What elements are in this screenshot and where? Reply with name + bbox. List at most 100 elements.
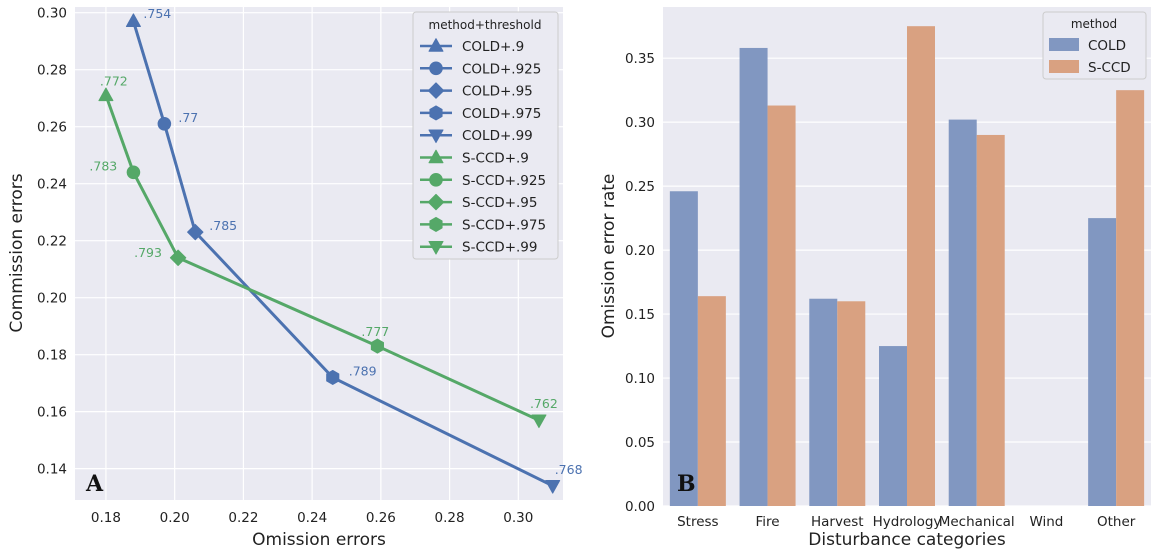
panel-a-x-tick-label: 0.18: [91, 510, 121, 526]
panel-a-x-tick-label: 0.28: [435, 510, 465, 526]
bar-s-ccd-mechanical: [976, 134, 1005, 506]
data-point-s-ccd--925: [126, 165, 141, 180]
panel-b-y-tick-label: 0.30: [625, 115, 655, 131]
panel-b-y-tick-label: 0.00: [625, 499, 655, 515]
panel-a-x-tick-label: 0.26: [366, 510, 396, 526]
panel-b-y-tick-label: 0.35: [625, 51, 655, 67]
panel-b-y-tick-label: 0.15: [625, 307, 655, 323]
panel-b-y-axis-label: Omission error rate: [599, 174, 619, 339]
panel-a-x-tick-label: 0.30: [503, 510, 533, 526]
panel-a-markers: [98, 13, 561, 494]
legend-marker: [429, 216, 443, 232]
data-point-s-ccd--95: [169, 249, 187, 266]
panel-b-y-tick-label: 0.20: [625, 243, 655, 259]
bar-cold-stress: [669, 191, 698, 506]
panel-a-legend-items: COLD+.9 COLD+.925 COLD+.95 COLD+.975 COLD+.9…: [420, 38, 546, 256]
legend-label: COLD: [1088, 38, 1126, 54]
panel-a-grid: [75, 7, 563, 500]
panel-a-letter: A: [85, 471, 104, 497]
legend-label: S-CCD+.95: [462, 195, 537, 211]
bar-s-ccd-other: [1116, 90, 1145, 507]
panel-b-bars: [669, 26, 1145, 507]
legend-marker: [429, 61, 443, 76]
panel-a-y-tick-label: 0.24: [37, 177, 67, 193]
data-point-cold--975: [326, 369, 340, 385]
legend-marker: [428, 240, 444, 255]
legend-label: S-CCD: [1088, 60, 1131, 76]
legend-marker: [427, 193, 445, 211]
panel-b-legend: method COLD S-CCD: [1042, 11, 1147, 80]
panel-b-y-tick-label: 0.10: [625, 371, 655, 387]
data-point-cold--99: [545, 480, 561, 494]
panel-a-x-tick-label: 0.24: [297, 510, 327, 526]
legend-label: COLD+.99: [462, 128, 533, 144]
panel-b-x-tick-label: Fire: [756, 514, 780, 530]
panel-a-legend-box: [412, 11, 559, 260]
data-point-s-ccd--975: [370, 338, 384, 354]
panel-a-y-tick-label: 0.26: [37, 120, 67, 136]
legend-marker: [429, 173, 443, 187]
legend-label: COLD+.975: [462, 106, 541, 122]
panel-b-x-tick-label: Harvest: [811, 514, 864, 530]
legend-label: S-CCD+.99: [462, 240, 537, 256]
legend-marker: [427, 82, 445, 99]
panel-b-y-tick-label: 0.05: [625, 435, 655, 451]
legend-swatch: [1049, 60, 1079, 73]
panel-b-letter: B: [677, 471, 696, 497]
data-label: .793: [134, 245, 162, 260]
panel-b-y-tick-label: 0.25: [625, 179, 655, 195]
panel-b-x-tick-label: Wind: [1029, 514, 1063, 530]
data-label: .77: [178, 110, 198, 125]
panel-a-y-ticks: 0.14 0.16 0.18 0.20 0.22 0.24 0.26 0.28 0.30: [37, 6, 67, 478]
panel-b-legend-title: method: [1071, 17, 1117, 31]
panel-a-y-tick-label: 0.16: [37, 405, 67, 421]
panel-b: 0.00 0.05 0.10 0.15 0.20 0.25 0.30 0.35 Stress F…: [599, 7, 1151, 550]
panel-a-x-ticks: 0.18 0.20 0.22 0.24 0.26 0.28 0.30: [91, 510, 533, 526]
panel-a-y-tick-label: 0.20: [37, 291, 67, 307]
data-label: .789: [349, 363, 377, 378]
bar-cold-other: [1088, 218, 1117, 506]
panel-a-x-tick-label: 0.20: [160, 510, 190, 526]
bar-s-ccd-hydrology: [907, 26, 935, 506]
data-label: .777: [361, 324, 389, 339]
legend-label: S-CCD+.925: [462, 173, 546, 189]
panel-a-point-labels: .754 .77 .785 .789 .768 .772 .783 .793 .777 .762: [89, 6, 582, 477]
bar-cold-fire: [739, 47, 768, 506]
data-point-cold--9: [125, 13, 141, 27]
legend-label: COLD+.9: [462, 39, 524, 55]
panel-a-legend-title: method+threshold: [429, 18, 542, 32]
panel-b-x-tick-label: Hydrology: [873, 514, 942, 530]
data-label: .754: [143, 6, 171, 21]
legend-marker: [428, 149, 444, 164]
data-point-s-ccd--99: [531, 414, 547, 429]
bar-s-ccd-fire: [767, 105, 796, 507]
data-point-s-ccd--9: [98, 87, 114, 102]
panel-b-x-tick-label: Stress: [677, 514, 719, 530]
legend-label: S-CCD+.9: [462, 151, 529, 167]
panel-b-x-tick-label: Mechanical: [939, 514, 1015, 530]
data-label: .768: [555, 462, 583, 477]
legend-label: S-CCD+.975: [462, 217, 546, 233]
panel-b-y-ticks: 0.00 0.05 0.10 0.15 0.20 0.25 0.30 0.35: [625, 51, 655, 515]
legend-swatch: [1049, 38, 1079, 51]
panel-a-x-axis-label: Omission errors: [252, 530, 386, 550]
bar-s-ccd-harvest: [837, 301, 866, 506]
bar-s-ccd-stress: [697, 296, 726, 506]
panel-a-y-tick-label: 0.22: [37, 234, 67, 250]
data-label: .762: [530, 396, 558, 411]
panel-a-legend: method+threshold COLD+.9COLD+.925COLD+.9…: [412, 11, 559, 260]
legend-marker: [429, 105, 443, 121]
panel-a-y-tick-label: 0.14: [37, 462, 67, 478]
panel-a-y-tick-label: 0.18: [37, 348, 67, 364]
panel-b-legend-items: COLD S-CCD: [1049, 38, 1131, 76]
legend-label: COLD+.95: [462, 84, 533, 100]
data-point-cold--925: [157, 117, 172, 131]
data-point-cold--95: [187, 223, 204, 241]
legend-marker: [428, 38, 444, 52]
panel-a-y-tick-label: 0.28: [37, 63, 67, 79]
data-label: .783: [89, 158, 117, 173]
bar-cold-hydrology: [879, 346, 907, 506]
legend-label: COLD+.925: [462, 61, 541, 77]
